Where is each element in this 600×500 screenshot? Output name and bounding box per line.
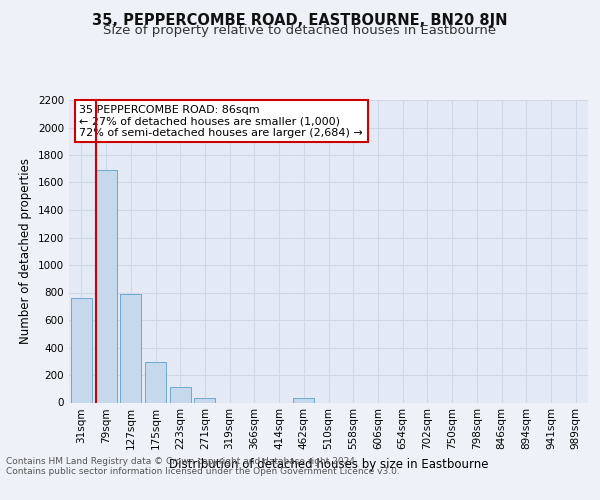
Text: Contains HM Land Registry data © Crown copyright and database right 2024.: Contains HM Land Registry data © Crown c…	[6, 457, 358, 466]
Y-axis label: Number of detached properties: Number of detached properties	[19, 158, 32, 344]
Text: 35, PEPPERCOMBE ROAD, EASTBOURNE, BN20 8JN: 35, PEPPERCOMBE ROAD, EASTBOURNE, BN20 8…	[92, 12, 508, 28]
X-axis label: Distribution of detached houses by size in Eastbourne: Distribution of detached houses by size …	[169, 458, 488, 471]
Bar	[194, 398, 215, 402]
Bar	[71, 298, 92, 403]
Text: Size of property relative to detached houses in Eastbourne: Size of property relative to detached ho…	[103, 24, 497, 37]
Bar	[145, 362, 166, 403]
Text: 35 PEPPERCOMBE ROAD: 86sqm
← 27% of detached houses are smaller (1,000)
72% of s: 35 PEPPERCOMBE ROAD: 86sqm ← 27% of deta…	[79, 104, 363, 138]
Text: Contains public sector information licensed under the Open Government Licence v3: Contains public sector information licen…	[6, 467, 400, 476]
Bar	[293, 398, 314, 402]
Bar	[170, 388, 191, 402]
Bar	[95, 170, 116, 402]
Bar	[120, 294, 141, 403]
